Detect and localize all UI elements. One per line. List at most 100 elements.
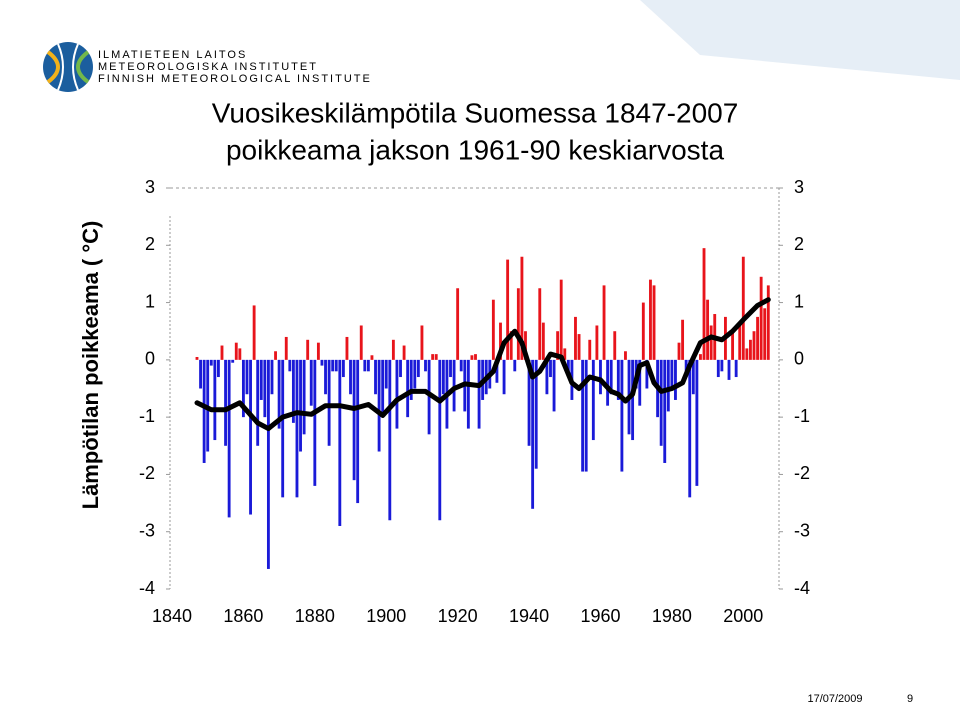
bar <box>341 359 345 378</box>
bar <box>284 336 288 360</box>
bar <box>577 334 581 360</box>
bar <box>606 359 610 406</box>
bar <box>670 359 674 389</box>
bar <box>349 359 352 395</box>
bar <box>709 325 713 360</box>
bar <box>409 359 413 400</box>
bar <box>245 359 249 395</box>
bar <box>270 359 274 395</box>
bar <box>552 359 556 412</box>
bar <box>674 359 677 400</box>
bar <box>220 345 224 360</box>
bar <box>595 325 599 360</box>
bar <box>320 359 324 366</box>
bar <box>366 359 370 372</box>
x-tick-label: 1960 <box>580 606 620 626</box>
bar <box>334 359 338 372</box>
bar <box>213 359 217 441</box>
bar <box>738 325 742 360</box>
bar <box>749 339 752 360</box>
smoothed-line <box>194 297 771 432</box>
bar <box>559 279 563 360</box>
y-tick-label: -1 <box>139 406 155 426</box>
bar <box>766 285 770 360</box>
bar <box>688 359 692 498</box>
bar <box>256 359 260 446</box>
bar <box>756 316 760 360</box>
bar <box>649 279 652 360</box>
bar <box>406 359 410 418</box>
org-line: FINNISH METEOROLOGICAL INSTITUTE <box>98 73 372 85</box>
bar <box>524 331 527 360</box>
bar <box>702 248 706 360</box>
bar <box>734 359 738 378</box>
bar <box>199 359 202 389</box>
bar <box>324 359 327 395</box>
logo <box>43 42 93 92</box>
bar <box>574 316 577 360</box>
bar <box>291 359 295 423</box>
bar <box>399 359 402 378</box>
bar <box>370 355 374 360</box>
bar <box>720 359 724 372</box>
bar <box>641 302 645 360</box>
x-tick-label: 1980 <box>652 606 692 626</box>
bar <box>402 345 406 360</box>
page-number: 9 <box>907 693 913 705</box>
bar <box>299 359 302 452</box>
bar <box>556 331 560 360</box>
bar <box>502 359 506 395</box>
bar <box>359 325 363 360</box>
y2-tick-label: -1 <box>794 406 810 426</box>
bar <box>691 359 695 395</box>
bar <box>534 359 538 469</box>
y-tick-label: 1 <box>145 291 155 311</box>
bar <box>309 359 313 406</box>
bar <box>741 256 745 360</box>
x-tick-label: 1860 <box>223 606 263 626</box>
bar <box>763 308 767 360</box>
bar <box>666 359 670 412</box>
bar <box>416 359 420 378</box>
x-tick-label: 1840 <box>152 606 192 626</box>
bar <box>581 359 585 472</box>
bar <box>527 359 531 446</box>
bar <box>591 359 595 441</box>
bar <box>652 285 656 360</box>
chart-title: Vuosikeskilämpötila Suomessa 1847-2007 <box>212 97 739 128</box>
bar <box>195 356 199 360</box>
bar <box>541 322 545 360</box>
bar <box>266 359 270 569</box>
bar <box>563 348 567 360</box>
y-tick-label: 0 <box>145 349 155 369</box>
bar <box>538 288 542 360</box>
bar <box>677 342 681 360</box>
bar <box>216 359 220 378</box>
bar <box>252 305 256 360</box>
y-tick-label: -4 <box>139 578 155 598</box>
y2-tick-label: 3 <box>794 177 804 197</box>
bar <box>395 359 399 429</box>
bar <box>509 331 513 360</box>
y-axis-label: Lämpötilan poikkeama ( °C) <box>78 221 103 510</box>
bar <box>452 359 456 412</box>
bar <box>531 359 535 509</box>
bar <box>681 319 685 360</box>
bar <box>313 359 317 486</box>
bar <box>549 359 552 378</box>
bar <box>459 359 463 372</box>
bar <box>259 359 263 400</box>
bar <box>277 359 281 429</box>
bar <box>338 359 342 526</box>
bar <box>745 348 749 360</box>
bar <box>316 342 320 360</box>
bar <box>327 359 331 446</box>
bar <box>295 359 299 498</box>
bar <box>584 359 588 472</box>
x-tick-label: 1940 <box>509 606 549 626</box>
bar <box>759 276 763 360</box>
bar <box>645 359 649 389</box>
bar <box>466 359 470 429</box>
bar <box>566 359 570 372</box>
bar <box>513 359 517 372</box>
